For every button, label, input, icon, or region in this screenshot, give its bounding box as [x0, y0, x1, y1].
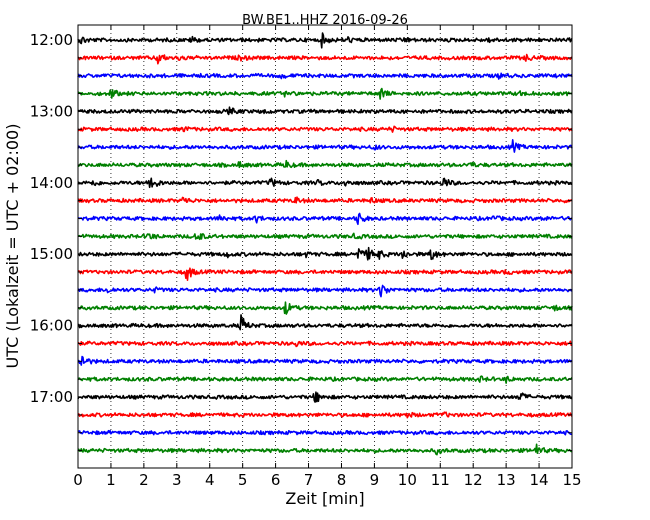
axis-layer: 0 1 2 3 4 5 6 7 8 9 10 11 12 13 14 1512:0013:0014:0015:… — [30, 25, 582, 489]
seismic-trace-17:45 — [77, 443, 573, 456]
seismic-trace-15:00 — [77, 246, 573, 261]
x-tick-label: 3 — [172, 471, 182, 489]
x-axis-label: Zeit [min] — [285, 489, 364, 508]
seismic-trace-13:15 — [77, 125, 573, 133]
seismic-trace-16:00 — [77, 314, 573, 331]
y-tick-label: 15:00 — [30, 245, 73, 263]
x-tick-label: 11 — [431, 471, 450, 489]
x-tick-label: 8 — [337, 471, 347, 489]
x-tick-label: 0 — [73, 471, 83, 489]
y-axis-label: UTC (Lokalzeit = UTC + 02:00) — [3, 124, 22, 369]
y-tick-label: 14:00 — [30, 174, 73, 192]
y-tick-label: 16:00 — [30, 317, 73, 335]
x-tick-label: 10 — [398, 471, 417, 489]
seismic-trace-14:45 — [77, 232, 573, 241]
seismic-trace-12:00 — [77, 32, 573, 49]
seismic-trace-16:45 — [77, 375, 573, 384]
x-tick-label: 13 — [497, 471, 516, 489]
seismic-trace-13:30 — [77, 139, 573, 153]
seismic-trace-16:15 — [77, 340, 573, 348]
x-tick-label: 15 — [562, 471, 581, 489]
x-tick-label: 9 — [370, 471, 380, 489]
x-tick-label: 6 — [271, 471, 281, 489]
x-tick-label: 7 — [304, 471, 314, 489]
seismic-trace-12:15 — [77, 53, 573, 65]
seismic-trace-13:00 — [77, 106, 573, 116]
seismic-trace-16:30 — [77, 355, 573, 366]
x-tick-label: 1 — [106, 471, 116, 489]
y-tick-label: 13:00 — [30, 102, 73, 120]
y-tick-label: 12:00 — [30, 31, 73, 49]
trace-layer — [77, 32, 573, 456]
plot-frame — [77, 24, 573, 469]
seismic-trace-17:15 — [77, 411, 573, 419]
seismic-trace-17:30 — [77, 429, 573, 436]
seismic-trace-15:30 — [77, 284, 573, 298]
seismic-trace-17:00 — [77, 391, 573, 403]
seismic-trace-12:30 — [77, 72, 573, 80]
x-tick-label: 14 — [530, 471, 549, 489]
seismic-trace-12:45 — [77, 87, 573, 100]
seismic-trace-14:30 — [77, 212, 573, 226]
seismic-trace-15:45 — [77, 301, 573, 315]
x-tick-label: 2 — [139, 471, 149, 489]
seismic-trace-13:45 — [77, 159, 573, 169]
seismic-trace-15:15 — [77, 267, 573, 281]
x-tick-label: 5 — [238, 471, 248, 489]
x-tick-label: 12 — [464, 471, 483, 489]
y-tick-label: 17:00 — [30, 388, 73, 406]
x-tick-label: 4 — [205, 471, 215, 489]
chart-title: BW.BE1..HHZ 2016-09-26 — [242, 13, 408, 28]
seismic-trace-14:00 — [77, 177, 573, 189]
seismic-trace-14:15 — [77, 196, 573, 204]
